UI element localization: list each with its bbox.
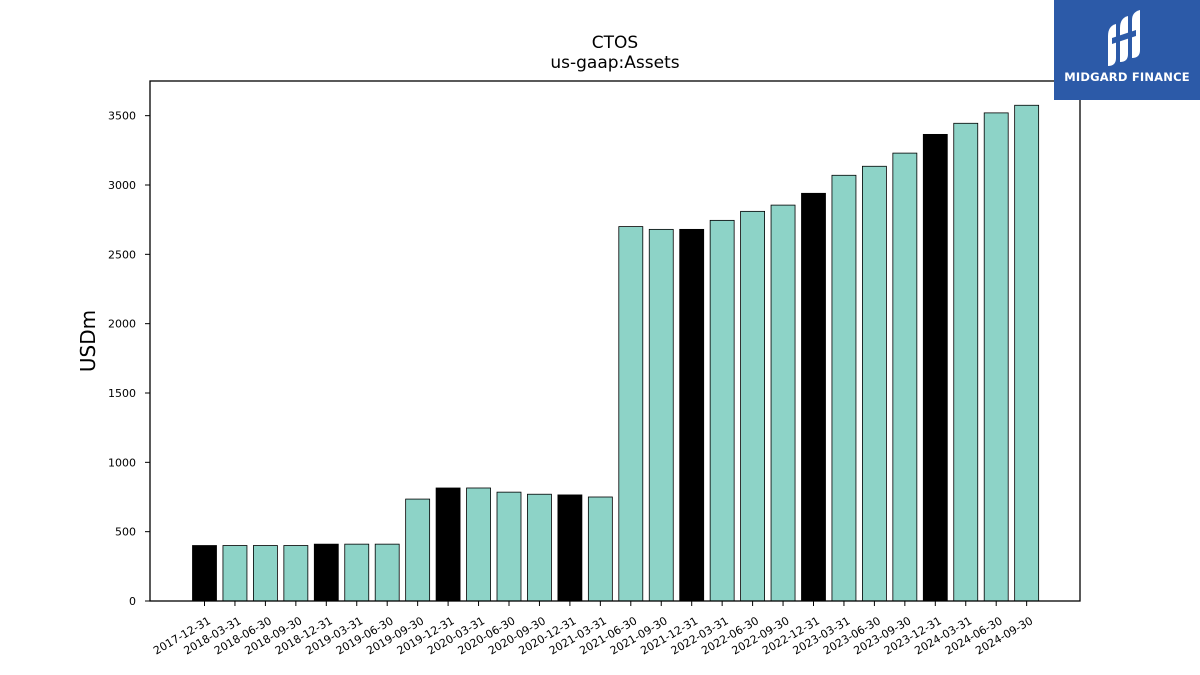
bar-2021-12-31 [679,228,705,602]
bar-2018-03-31 [222,545,248,602]
y-axis-label: USDm [76,310,100,372]
brand-logo: MIDGARD FINANCE [1054,0,1200,100]
chart-subtitle: us-gaap:Assets [550,53,679,73]
bar-2024-09-30 [1014,104,1040,602]
bar-2023-12-31 [922,133,948,602]
x-axis-ticks: 2017-12-312018-03-312018-06-302018-09-30… [151,601,1035,657]
bar-2022-03-31 [709,219,735,602]
y-axis-ticks: 0 500 1000 1500 2000 2500 3000 3500 [108,110,150,608]
bar-2020-03-31 [466,487,491,602]
bar-2023-03-31 [831,174,857,602]
bar-2019-06-30 [374,543,400,602]
bar-2018-06-30 [252,545,278,602]
bar-2022-09-30 [770,204,796,602]
y-tick-label: 3000 [108,179,136,192]
bar-2019-09-30 [405,498,431,602]
logo-mark-icon [1108,10,1140,66]
y-tick-label: 1500 [108,387,136,400]
y-tick-label: 1000 [108,456,136,469]
bar-2024-06-30 [983,112,1009,602]
chart-title: CTOS [592,33,638,53]
bar-2020-09-30 [527,493,552,602]
bar-2019-03-31 [344,543,370,602]
bar-2020-12-31 [557,494,583,602]
bar-2022-12-31 [801,192,826,602]
bar-2018-12-31 [313,543,339,602]
bar-2020-06-30 [496,491,522,602]
bar-2021-03-31 [587,496,613,602]
y-tick-label: 2000 [108,318,136,331]
bar-2024-03-31 [953,122,979,602]
y-tick-label: 3500 [108,110,136,123]
bar-2017-12-31 [192,545,217,602]
bar-2021-09-30 [648,228,674,602]
bar-2023-09-30 [892,152,918,602]
bar-2019-12-31 [435,487,461,602]
y-tick-label: 0 [129,595,136,608]
bars-group [192,104,1040,602]
y-tick-label: 500 [115,526,136,539]
logo-text: MIDGARD FINANCE [1064,70,1190,84]
y-tick-label: 2500 [108,248,136,261]
bar-2018-09-30 [283,545,309,602]
bar-2021-06-30 [618,226,644,602]
plot-frame [149,80,1081,602]
bar-2022-06-30 [740,210,765,602]
bar-2023-06-30 [862,165,887,602]
